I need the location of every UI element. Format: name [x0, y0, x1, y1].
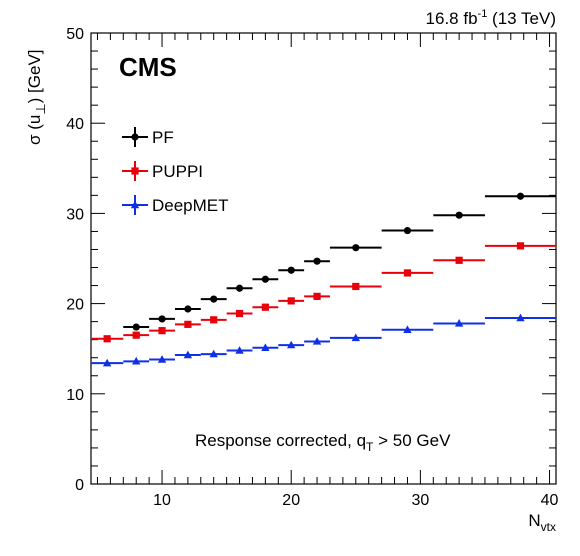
deepmet-point — [132, 356, 141, 365]
lumi-exponent: -1 — [478, 8, 488, 20]
x-tick-label: 10 — [153, 492, 171, 509]
puppi-point — [403, 269, 412, 277]
puppi-point — [158, 327, 166, 335]
puppi-point — [287, 297, 295, 305]
lumi-suffix: (13 TeV) — [487, 9, 556, 28]
y-axis-title-subscript: ⊥ — [33, 103, 48, 114]
y-axis-title-main: σ (u — [25, 115, 44, 145]
legend-label-pf: PF — [152, 128, 174, 147]
pf-point — [352, 244, 360, 252]
puppi-point — [210, 316, 218, 324]
y-axis-title: σ (u⊥) [GeV] — [25, 49, 48, 145]
x-tick-label: 40 — [541, 492, 559, 509]
deepmet-point — [235, 346, 244, 354]
legend-marker-puppi — [131, 167, 139, 175]
annotation-subscript: T — [366, 440, 374, 454]
series-pf — [123, 192, 556, 331]
data-layer — [91, 192, 556, 367]
y-tick-label: 50 — [66, 26, 84, 43]
x-tick-label: 30 — [411, 492, 429, 509]
x-axis-ticks: 10 20 30 40 — [96, 33, 559, 509]
deepmet-point — [261, 343, 270, 351]
legend-entry-deepmet: DeepMET — [122, 195, 229, 215]
y-axis-ticks: 0 10 20 30 40 50 — [66, 26, 556, 494]
pf-point — [516, 192, 525, 200]
pf-point — [313, 257, 321, 265]
puppi-point — [455, 256, 463, 264]
lumi-value: 16.8 fb — [426, 9, 478, 28]
x-axis-title-main: N — [528, 511, 540, 530]
cms-label: CMS — [119, 52, 177, 82]
deepmet-point — [183, 350, 193, 359]
y-axis-title-tail: ) [GeV] — [25, 49, 44, 103]
puppi-point — [261, 303, 269, 311]
deepmet-point — [454, 319, 464, 327]
y-tick-label: 10 — [66, 387, 84, 404]
legend-label-puppi: PUPPI — [152, 162, 203, 181]
deepmet-point — [312, 337, 322, 345]
puppi-point — [352, 282, 360, 291]
puppi-point — [103, 335, 111, 343]
y-tick-label: 20 — [66, 297, 84, 314]
series-deepmet — [91, 313, 556, 367]
x-tick-label: 20 — [282, 492, 300, 509]
puppi-point — [516, 242, 525, 250]
annotation: Response corrected, qT > 50 GeV — [195, 431, 451, 454]
pf-point — [455, 211, 463, 219]
deepmet-point — [403, 325, 412, 333]
y-tick-label: 40 — [66, 116, 84, 133]
puppi-point — [313, 292, 321, 300]
plot-frame — [90, 32, 557, 485]
puppi-point — [132, 331, 140, 339]
x-axis-title-subscript: vtx — [541, 520, 556, 534]
deepmet-point — [209, 349, 218, 358]
pf-point — [210, 295, 218, 303]
puppi-point — [235, 309, 244, 318]
x-axis-title: Nvtx — [528, 511, 556, 534]
pf-point — [158, 315, 166, 323]
y-tick-label: 0 — [75, 477, 84, 494]
legend-marker-deepmet — [130, 200, 140, 209]
series-puppi — [91, 242, 556, 343]
annotation-main: Response corrected, q — [195, 431, 366, 450]
deepmet-point — [102, 358, 112, 367]
legend-marker-pf — [131, 133, 139, 141]
pf-point — [132, 323, 140, 331]
pf-point — [235, 284, 244, 292]
pf-point — [287, 266, 295, 274]
deepmet-point — [516, 313, 525, 322]
pf-point — [184, 305, 192, 313]
legend-entry-pf: PF — [122, 127, 174, 147]
deepmet-point — [287, 340, 296, 349]
deepmet-point — [351, 333, 360, 342]
y-tick-label: 30 — [66, 206, 84, 223]
puppi-point — [184, 320, 192, 328]
lumi-label: 16.8 fb-1 (13 TeV) — [426, 8, 556, 28]
legend-entry-puppi: PUPPI — [122, 161, 203, 181]
legend: PF PUPPI DeepMET — [122, 127, 229, 215]
pf-point — [261, 275, 269, 283]
legend-label-deepmet: DeepMET — [152, 196, 229, 215]
pf-point — [403, 226, 412, 235]
deepmet-point — [157, 355, 167, 363]
annotation-tail: > 50 GeV — [373, 431, 451, 450]
